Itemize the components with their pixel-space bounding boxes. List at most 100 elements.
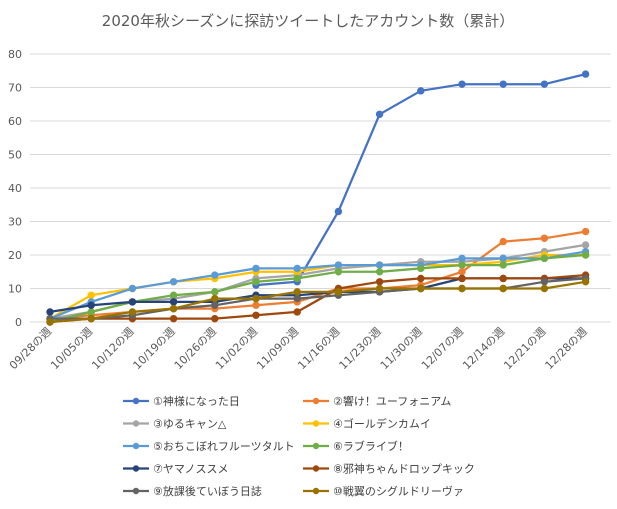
- series-9: [46, 274, 590, 323]
- legend-swatch-marker: [132, 420, 140, 427]
- legend-entry: ⑥ラブライブ！: [303, 439, 409, 453]
- data-point: [540, 234, 549, 242]
- x-tick-label: 10/12の週: [89, 325, 136, 372]
- data-point: [499, 237, 507, 246]
- series-10: [46, 278, 590, 326]
- legend-label: ⑧邪神ちゃんドロップキック: [333, 462, 475, 476]
- x-tick-label: 12/21の週: [501, 325, 548, 372]
- legend-swatch-marker: [312, 420, 320, 427]
- legend-swatch-marker: [132, 465, 140, 472]
- data-point: [87, 314, 95, 323]
- x-tick-label: 12/07の週: [419, 325, 466, 372]
- x-tick-label: 12/28の週: [543, 325, 590, 372]
- data-point: [128, 284, 137, 293]
- data-point: [499, 284, 507, 293]
- x-tick-label: 09/28の週: [7, 325, 54, 372]
- legend-entry: ⑦ヤマノススメ: [123, 463, 229, 476]
- legend-entry: ①神様になった日: [123, 394, 240, 408]
- data-point: [334, 207, 343, 216]
- legend-swatch-marker: [312, 442, 320, 450]
- series-line: [48, 280, 587, 324]
- data-point: [417, 284, 425, 293]
- legend-entry: ②響け！ユーフォニアム: [303, 394, 451, 408]
- data-point: [458, 268, 466, 276]
- series-line: [48, 250, 587, 320]
- data-point: [252, 278, 260, 286]
- data-point: [540, 254, 549, 263]
- data-point: [581, 70, 590, 78]
- data-point: [293, 264, 301, 273]
- data-point: [375, 278, 384, 286]
- y-tick-label: 30: [8, 216, 22, 229]
- data-point: [499, 274, 507, 283]
- legend-label: ③ゆるキャン△: [153, 418, 227, 431]
- legend-swatch-marker: [132, 397, 140, 405]
- x-tick-label: 12/14の週: [460, 325, 507, 372]
- data-point: [211, 288, 219, 296]
- data-point: [211, 314, 219, 323]
- y-tick-label: 70: [8, 82, 22, 95]
- data-point: [169, 314, 178, 323]
- data-point: [169, 298, 178, 306]
- data-point: [458, 254, 466, 263]
- data-point: [87, 291, 95, 299]
- data-point: [293, 308, 301, 316]
- chart-title: 2020年秋シーズンに探訪ツイートしたアカウント数（累計）: [102, 12, 514, 30]
- y-tick-label: 40: [8, 182, 22, 195]
- legend-label: ⑨放課後ていぼう日誌: [153, 484, 262, 498]
- data-point: [581, 278, 590, 286]
- x-tick-label: 11/02の週: [213, 325, 260, 372]
- legend-entry: ③ゆるキャン△: [123, 418, 227, 431]
- data-point: [334, 261, 343, 269]
- series-3: [46, 241, 590, 323]
- data-point: [87, 301, 95, 309]
- data-point: [334, 288, 343, 296]
- data-point: [375, 268, 384, 276]
- legend-swatch-marker: [132, 442, 140, 450]
- legend-label: ⑩戦翼のシグルドリーヴァ: [333, 484, 464, 498]
- series-line: [48, 273, 587, 324]
- legend-swatch-marker: [312, 397, 320, 405]
- x-tick-label: 10/26の週: [172, 325, 219, 372]
- data-point: [169, 278, 178, 286]
- y-tick-label: 60: [8, 115, 22, 128]
- data-point: [128, 298, 137, 306]
- data-point: [499, 254, 507, 263]
- series-8: [46, 271, 590, 326]
- legend-swatch-marker: [312, 487, 320, 495]
- y-tick-label: 10: [8, 283, 22, 296]
- x-tick-label: 10/19の週: [131, 325, 178, 372]
- data-point: [252, 294, 260, 303]
- data-point: [46, 308, 54, 316]
- legend-label: ①神様になった日: [153, 394, 240, 408]
- data-point: [540, 278, 549, 286]
- data-point: [334, 268, 343, 276]
- legend-label: ⑦ヤマノススメ: [153, 463, 229, 476]
- data-point: [581, 227, 590, 236]
- data-point: [293, 274, 301, 283]
- data-point: [211, 294, 219, 303]
- data-point: [293, 288, 301, 296]
- y-tick-label: 50: [8, 149, 22, 162]
- legend-swatch-marker: [312, 465, 320, 472]
- data-point: [46, 318, 54, 326]
- legend-entry: ⑩戦翼のシグルドリーヴァ: [303, 484, 464, 498]
- data-point: [211, 301, 219, 309]
- y-tick-label: 0: [15, 316, 22, 329]
- data-point: [252, 311, 260, 319]
- data-point: [211, 271, 219, 279]
- data-point: [458, 284, 466, 293]
- data-point: [540, 80, 549, 88]
- data-point: [417, 87, 425, 95]
- data-point: [87, 308, 95, 316]
- data-point: [252, 264, 260, 273]
- legend-entry: ④ゴールデンカムイ: [303, 417, 431, 431]
- data-point: [252, 301, 260, 309]
- data-point: [169, 304, 178, 313]
- x-tick-label: 11/16の週: [295, 325, 342, 372]
- data-point: [458, 261, 466, 269]
- data-point: [375, 284, 384, 293]
- y-tick-label: 80: [8, 48, 22, 61]
- legend-label: ⑥ラブライブ！: [333, 439, 409, 453]
